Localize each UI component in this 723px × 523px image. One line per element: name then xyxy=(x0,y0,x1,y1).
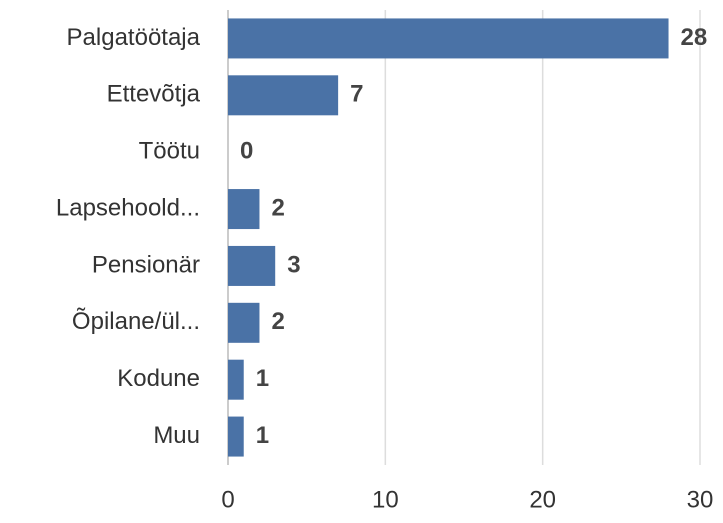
bar xyxy=(228,359,244,400)
value-label: 0 xyxy=(240,138,253,165)
bar xyxy=(228,245,276,286)
x-tick-label: 10 xyxy=(372,486,399,513)
x-tick-label: 30 xyxy=(687,486,714,513)
x-tick-label: 20 xyxy=(529,486,556,513)
value-label: 1 xyxy=(256,365,269,392)
y-tick-label: Palgatöötaja xyxy=(67,24,201,51)
value-label: 28 xyxy=(681,24,708,51)
y-tick-label: Muu xyxy=(153,422,200,449)
value-label: 2 xyxy=(271,308,284,335)
y-tick-label: Lapsehoold... xyxy=(56,194,200,221)
bar xyxy=(228,18,669,59)
bar xyxy=(228,75,339,116)
value-label: 2 xyxy=(271,194,284,221)
y-tick-label: Kodune xyxy=(117,365,200,392)
y-tick-label: Pensionär xyxy=(92,251,200,278)
value-label: 3 xyxy=(287,251,300,278)
x-tick-label: 0 xyxy=(221,486,234,513)
value-label: 1 xyxy=(256,422,269,449)
y-tick-label: Ettevõtja xyxy=(107,81,201,108)
value-label: 7 xyxy=(350,81,363,108)
bar xyxy=(228,302,260,343)
y-tick-label: Õpilane/ül... xyxy=(72,307,200,335)
bar xyxy=(228,189,260,230)
bar xyxy=(228,416,244,457)
y-tick-label: Töötu xyxy=(139,138,200,165)
